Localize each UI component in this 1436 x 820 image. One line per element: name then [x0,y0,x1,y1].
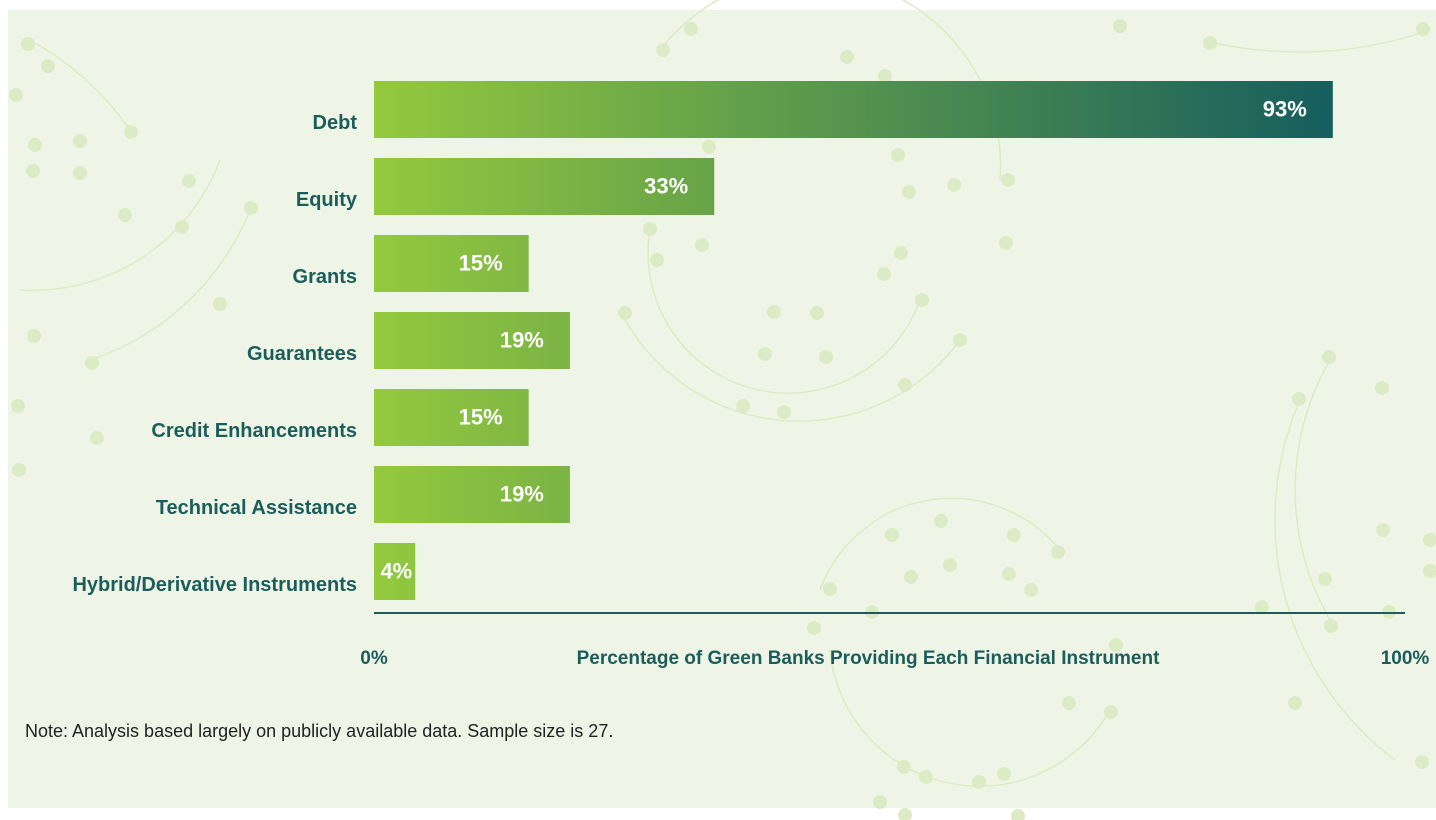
value-label: 93% [1263,96,1307,121]
note: Note: Analysis based largely on publicly… [25,721,613,741]
x-tick-label: 0% [360,648,388,669]
bar [374,235,529,292]
value-label: 15% [459,250,503,275]
value-label: 15% [459,404,503,429]
value-label: 33% [644,173,688,198]
category-label: Equity [296,189,358,211]
bar [374,543,416,600]
bar [374,389,529,446]
category-label: Grants [293,266,357,288]
bar [374,312,570,369]
bar [374,158,715,215]
category-label: Technical Assistance [156,497,357,519]
x-axis-title: Percentage of Green Banks Providing Each… [577,648,1160,669]
category-label: Debt [313,112,358,134]
category-label: Hybrid/Derivative Instruments [72,574,357,596]
bar [374,81,1333,138]
value-label: 19% [500,327,544,352]
bar [374,466,570,523]
category-label: Credit Enhancements [151,420,357,442]
decoration [9,0,1436,820]
value-label: 19% [500,481,544,506]
category-label: Guarantees [247,343,357,365]
x-tick-label: 100% [1381,648,1430,669]
background [8,10,1436,808]
value-label: 4% [380,558,412,583]
